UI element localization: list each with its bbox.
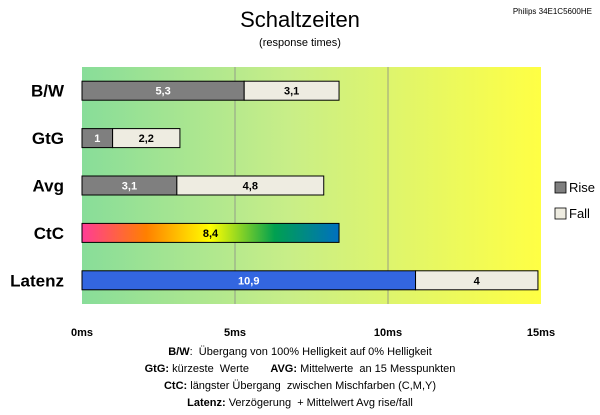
x-tick-label: 10ms <box>374 327 402 339</box>
legend-swatch-fall <box>554 207 567 220</box>
x-tick-label: 0ms <box>71 327 93 339</box>
legend: Rise Fall <box>554 180 595 221</box>
bar-fall <box>243 80 340 101</box>
data-label: 4 <box>474 275 481 287</box>
data-label: 3,1 <box>284 86 299 98</box>
category-label: Avg <box>33 177 65 196</box>
bar-fall <box>176 175 325 196</box>
footnote-line: B/W: Übergang von 100% Helligkeit auf 0%… <box>168 346 432 358</box>
footnotes: B/W: Übergang von 100% Helligkeit auf 0%… <box>145 346 456 409</box>
legend-swatch-rise <box>554 181 567 194</box>
category-label: Latenz <box>10 271 64 290</box>
data-label: 3,1 <box>122 181 137 193</box>
category-labels: B/W GtG Avg CtC Latenz <box>10 82 65 291</box>
x-axis-ticks: 0ms 5ms 10ms 15ms <box>71 327 555 339</box>
legend-label-fall: Fall <box>569 206 590 221</box>
footnote-line: GtG: kürzeste Werte AVG: Mittelwerte an … <box>145 363 456 375</box>
data-label: 2,2 <box>139 133 154 145</box>
data-label: 4,8 <box>243 181 258 193</box>
legend-label-rise: Rise <box>569 180 595 195</box>
data-label: 8,4 <box>203 228 219 240</box>
category-label: CtC <box>34 224 64 243</box>
footnote-line: CtC: längster Übergang zwischen Mischfar… <box>164 380 436 392</box>
model-label: Philips 34E1C5600HE <box>513 7 592 16</box>
category-label: B/W <box>31 82 65 101</box>
bar-rise <box>81 222 340 243</box>
x-tick-label: 15ms <box>527 327 555 339</box>
bar-fall <box>112 128 181 149</box>
bars: 5,3 3,1 1 2,2 3,1 4,8 8,4 10,9 4 <box>81 80 539 291</box>
data-label: 10,9 <box>238 275 259 287</box>
x-tick-label: 5ms <box>224 327 246 339</box>
chart-subtitle: (response times) <box>259 37 341 49</box>
footnote-line: Latenz: Verzögerung + Mittelwert Avg ris… <box>187 397 413 409</box>
data-label: 1 <box>94 133 100 145</box>
bar-fall <box>415 270 539 291</box>
data-label: 5,3 <box>155 86 170 98</box>
chart-title: Schaltzeiten <box>240 7 360 32</box>
category-label: GtG <box>32 129 64 148</box>
